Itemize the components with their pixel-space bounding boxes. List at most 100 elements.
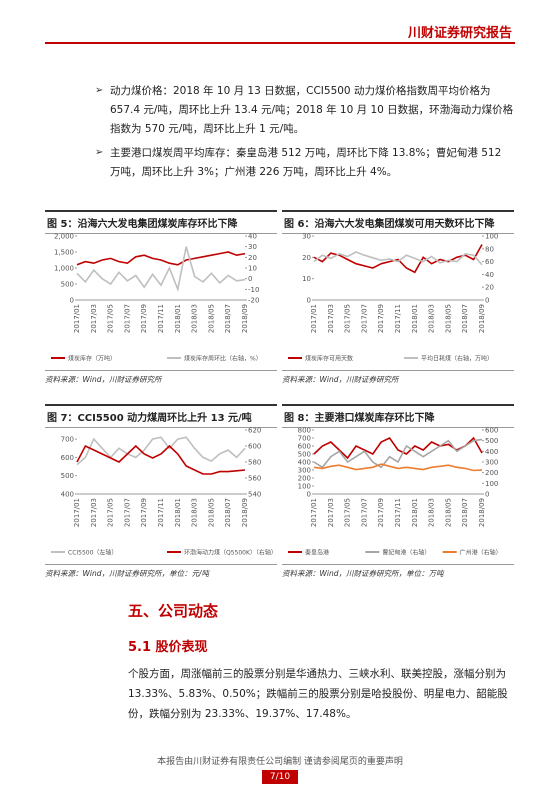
y-tick-label: 0 [307,491,311,499]
x-tick-label: 2017/11 [394,498,402,527]
figure-source: 资料来源：Wind，川财证券研究所 [282,370,514,385]
chart: 0 500 1,000 1,500 2,000 -20 -10 0 10 20 30 40 2017/0… [51,233,262,363]
y2-tick-label: 60 [485,258,494,266]
y2-tick-label: 100 [485,480,498,488]
series-line [313,438,483,469]
y2-tick-label: 80 [485,245,494,253]
y-tick-label: 600 [61,454,74,462]
x-tick-label: 2018/07 [461,304,469,333]
x-tick-label: 2017/11 [394,304,402,333]
x-tick-label: 2018/03 [428,304,436,333]
x-tick-label: 2017/05 [107,498,115,527]
footer-note: 本报告由川财证券有限责任公司编制 谨请参阅尾页的重要声明 [157,757,403,767]
brand: 川财证券研究报告 [407,26,512,41]
y2-tick-label: 560 [248,475,261,483]
bullet: 动力煤价格：2018 年 10 月 13 日数据，CCI5500 动力煤价格指数… [110,85,514,135]
y-tick-label: 500 [298,451,311,459]
series-line [76,246,246,293]
y2-tick-label: 0 [485,491,489,499]
legend-label: 平均日耗煤（右轴，万吨） [421,355,493,363]
y-tick-label: 20 [302,254,311,262]
y2-tick-label: 20 [248,254,257,262]
x-tick-label: 2018/03 [191,304,199,333]
page-number: 7/10 [262,770,298,784]
y-tick-label: 600 [298,443,311,451]
y-tick-label: 800 [298,427,311,435]
series-line [76,444,246,475]
y2-tick-label: 580 [248,459,261,467]
y2-tick-label: 300 [485,459,498,467]
figure-source: 资料来源：Wind，川财证券研究所，单位：万吨 [282,564,514,579]
x-tick-label: 2018/03 [428,498,436,527]
y2-tick-label: 500 [485,437,498,445]
y2-tick-label: 400 [485,448,498,456]
chart: 0100200300400500600700800010020030040050… [288,427,502,557]
figure-title: 图 5：沿海六大发电集团煤炭库存环比下降 [45,210,277,234]
y-tick-label: 500 [61,472,74,480]
x-tick-label: 2017/09 [377,498,385,527]
y-tick-label: 2,000 [54,233,74,241]
y-tick-label: 30 [302,233,311,241]
x-tick-label: 2018/01 [411,304,419,333]
series-line [76,251,246,266]
y2-tick-label: 0 [248,275,252,283]
x-tick-label: 2017/07 [360,304,368,333]
x-tick-label: 2017/01 [310,304,318,333]
legend-label: 煤炭库存（万吨） [68,355,116,363]
x-tick-label: 2018/05 [207,304,215,333]
x-tick-label: 2017/07 [123,498,131,527]
x-tick-label: 2018/09 [478,498,486,527]
x-tick-label: 2017/03 [90,304,98,333]
x-tick-label: 2018/03 [191,498,199,527]
figure-title: 图 7：CCI5500 动力煤周环比上升 13 元/吨 [45,404,277,428]
figure-source: 资料来源：Wind，川财证券研究所，单位：元/吨 [45,564,277,579]
x-tick-label: 2018/05 [444,304,452,333]
y-tick-label: 400 [298,459,311,467]
x-tick-label: 2018/01 [411,498,419,527]
series-line [313,463,483,472]
y2-tick-label: 40 [248,233,257,241]
y2-tick-label: 600 [248,443,261,451]
chart: 400 500 600 700 540 560 580 600 620 2017/01 2017/0… [51,427,277,557]
x-tick-label: 2018/09 [241,498,249,527]
y-tick-label: 0 [70,297,74,305]
x-tick-label: 2017/03 [327,304,335,333]
x-tick-label: 2017/05 [107,304,115,333]
x-tick-label: 2018/07 [224,304,232,333]
figure-title: 图 6：沿海六大发电集团煤炭可用天数环比下降 [282,210,514,234]
x-tick-label: 2018/01 [174,304,182,333]
bullet-marker: ➢ [95,85,104,96]
series-line [76,436,246,466]
x-tick-label: 2018/09 [241,304,249,333]
y-tick-label: 100 [298,483,311,491]
legend-label: CCI5500（左轴） [68,549,117,557]
x-tick-label: 2018/05 [444,498,452,527]
y-tick-label: 1,500 [54,249,74,257]
series-line [313,436,483,460]
subsection-title: 5.1 股价表现 [128,640,208,655]
y2-tick-label: -20 [248,297,259,305]
y-tick-label: 1,000 [54,265,74,273]
x-tick-label: 2017/09 [140,304,148,333]
section-title: 五、公司动态 [128,602,219,620]
legend-label: 曹妃甸港（右轴） [382,549,430,557]
bullet: 主要港口煤炭周平均库存：秦皇岛港 512 万吨，周环比下降 13.8%；曹妃甸港… [110,147,502,178]
x-tick-label: 2017/09 [140,498,148,527]
y2-tick-label: 0 [485,297,489,305]
x-tick-label: 2017/05 [344,304,352,333]
series-line [313,251,483,266]
x-tick-label: 2017/11 [157,498,165,527]
x-tick-label: 2018/09 [478,304,486,333]
figure-source: 资料来源：Wind，川财证券研究所 [45,370,277,385]
series-line [313,244,483,274]
legend-label: 环渤海动力煤（Q5500K）（右轴） [184,549,277,557]
y-tick-label: 10 [302,275,311,283]
x-tick-label: 2017/11 [157,304,165,333]
bullet-marker: ➢ [95,147,104,158]
y2-tick-label: 30 [248,243,257,251]
y-tick-label: 700 [61,436,74,444]
x-tick-label: 2017/09 [377,304,385,333]
y2-tick-label: 620 [248,427,261,435]
x-tick-label: 2017/03 [90,498,98,527]
